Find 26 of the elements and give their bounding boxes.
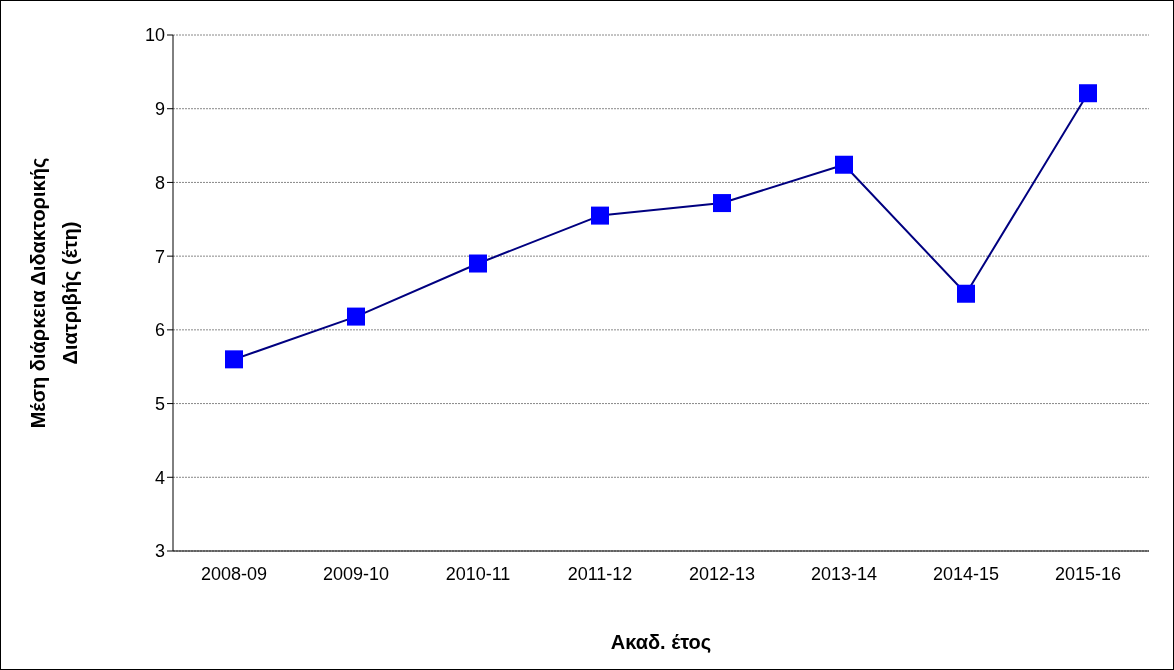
x-tick-label: 2009-10 (322, 563, 390, 584)
y-tick-label: 10 (144, 25, 165, 46)
x-tick-label: 2015-16 (1054, 563, 1122, 584)
x-tick-label: 2013-14 (810, 563, 878, 584)
x-tick-label: 2010-11 (445, 563, 511, 584)
y-tick-label: 9 (154, 99, 165, 120)
y-tick-label: 8 (154, 172, 165, 193)
x-axis-title: Ακαδ. έτος (610, 631, 712, 653)
point (225, 350, 243, 369)
x-tick-label: 2014-15 (932, 563, 1000, 584)
y-tick-label: 7 (154, 246, 165, 267)
x-tick-label: 2008-09 (200, 563, 268, 584)
x-tick-label: 2012-13 (688, 563, 756, 584)
point (591, 206, 609, 225)
y-tick-label: 6 (154, 320, 165, 341)
y-tick-label: 4 (154, 467, 165, 488)
point (713, 194, 731, 213)
point (347, 307, 365, 326)
point (957, 284, 975, 303)
y-axis-title: Μέση διάρκεια Διδακτορικής Διατριβής (έτη) (27, 157, 81, 429)
y-tick-label: 3 (154, 541, 165, 562)
point (1079, 84, 1097, 103)
point (469, 254, 487, 273)
point (835, 155, 853, 174)
x-tick-label: 2011-12 (567, 563, 633, 584)
y-tick-label: 5 (154, 393, 165, 414)
